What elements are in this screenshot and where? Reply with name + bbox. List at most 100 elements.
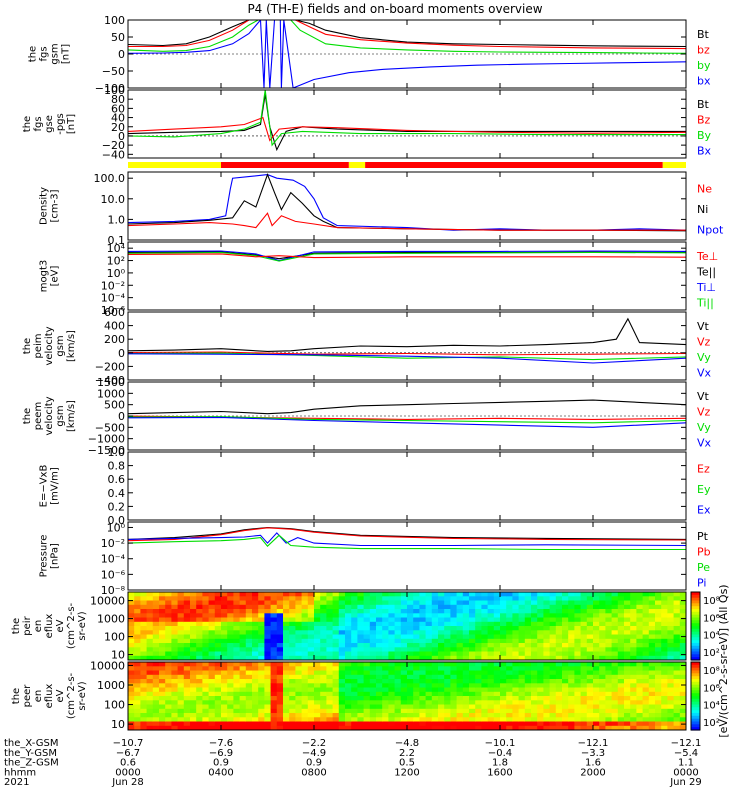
y-tick-label: 10.0 <box>101 193 126 206</box>
legend-entry: Pe <box>697 561 710 574</box>
colorbar-cell <box>691 609 700 613</box>
legend-entry: Te|| <box>696 265 716 278</box>
series-group <box>128 173 686 232</box>
y-axis-label: mogt3 <box>39 260 50 293</box>
y-axis-label: [km/s] <box>66 330 77 362</box>
colorbar-cell <box>691 654 700 658</box>
panel-9: 10000 1000 100 10 the peer en eflux eV (cm^2-s-sr… <box>11 659 687 731</box>
x-axis-value: 0000 <box>115 767 140 778</box>
colorbar-tick-label: 10⁶ <box>703 683 720 694</box>
x-axis-value: 2000 <box>580 767 605 778</box>
x-axis-value: 0.9 <box>213 758 229 769</box>
panel-frame <box>127 451 687 521</box>
legend-entry: Ey <box>697 483 711 496</box>
series-line-2 <box>128 20 686 54</box>
colorbar-cell <box>691 594 700 599</box>
mode-segment <box>348 162 366 168</box>
colorbar-cell <box>691 701 700 706</box>
mode-bar <box>128 162 686 168</box>
y-tick-label: 1.0 <box>108 213 126 226</box>
colorbar-tick-label: 10⁴ <box>703 631 720 642</box>
y-axis-label: E=−VxB <box>39 465 50 508</box>
y-tick-label: 10⁻⁸ <box>101 584 126 597</box>
y-axis-label: Pressure <box>39 535 50 578</box>
colorbar-cell <box>691 645 700 650</box>
legend-entry: bx <box>697 74 711 87</box>
x-axis-value: −12.1 <box>671 738 702 749</box>
legend-entry: Bx <box>697 144 712 157</box>
series-line-2 <box>128 212 686 231</box>
y-axis-label: the <box>22 408 33 424</box>
y-tick-label: −500 <box>95 421 125 434</box>
x-axis-value: −12.1 <box>578 738 609 749</box>
series-line-1 <box>128 250 686 262</box>
y-tick-label: 100 <box>104 84 125 97</box>
x-axis-value: 1.6 <box>585 758 601 769</box>
x-axis-value: 1.8 <box>492 758 508 769</box>
y-axis-label: eV <box>55 689 66 702</box>
colorbar-cell <box>691 727 700 731</box>
colorbar-cell <box>691 707 700 711</box>
series-line-1 <box>128 351 686 356</box>
legend-entry: bz <box>697 43 710 56</box>
colorbar-cell <box>691 687 700 691</box>
y-axis-label: the <box>22 338 33 354</box>
x-axis-value: −2.2 <box>302 738 326 749</box>
y-tick-label: −200 <box>95 360 125 373</box>
panel-frame <box>127 89 687 159</box>
series-line-3 <box>128 416 686 428</box>
colorbar-cell <box>691 713 700 717</box>
colorbar-cell <box>691 648 700 653</box>
y-tick-label: 10000 <box>90 659 125 672</box>
y-axis-label: [nT] <box>66 114 77 134</box>
x-axis-row-label: hhmm <box>4 767 36 778</box>
x-axis-value: −3.3 <box>581 748 605 759</box>
panel-frame <box>127 19 687 89</box>
y-axis-label: peim <box>33 333 44 358</box>
series-group <box>128 20 686 88</box>
y-tick-label: −1500 <box>88 444 125 457</box>
colorbar-cell <box>691 611 700 616</box>
colorbar-cell <box>691 698 700 703</box>
x-axis-value: 0.6 <box>120 758 136 769</box>
y-tick-label: 500 <box>104 399 125 412</box>
x-axis-value: −7.6 <box>209 738 233 749</box>
x-axis-value: Jun 28 <box>111 777 144 788</box>
y-tick-label: 50 <box>111 31 125 44</box>
y-tick-label: −20 <box>102 139 125 152</box>
legend-entry: Vz <box>697 405 711 418</box>
colorbar-1: 10⁸ 10⁶ 10⁴ 10² <box>690 661 720 731</box>
mode-segment <box>221 162 349 168</box>
y-axis-label: fgs <box>33 116 44 131</box>
y-axis-label: gsm <box>55 335 66 356</box>
y-tick-label: 10⁰ <box>107 267 126 280</box>
colorbar-cell <box>691 631 700 636</box>
legend-entry: Pi <box>697 576 706 589</box>
panel-2: 100.0 10.0 1.0 0.1 Density [cm-3] Ne Ni Npot <box>39 171 724 247</box>
y-axis-label: velocity <box>44 396 55 435</box>
colorbar-cell <box>691 664 700 669</box>
colorbar-cell <box>691 606 700 610</box>
series-line-3 <box>128 353 686 364</box>
panel-frame <box>127 311 687 381</box>
y-axis-label: velocity <box>44 326 55 365</box>
colorbar-cell <box>691 721 700 725</box>
legend-entry: Vz <box>697 335 711 348</box>
x-axis-value: −6.7 <box>116 748 140 759</box>
legend-entry: Npot <box>697 224 724 237</box>
colorbar-cell <box>691 651 700 655</box>
colorbar-tick-label: 10⁶ <box>703 613 720 624</box>
colorbar-cell <box>691 724 700 728</box>
colorbar-cell <box>691 667 700 672</box>
x-axis-row-label: the_Y-GSM <box>4 748 57 759</box>
y-axis-label: sr-eV) <box>77 611 88 640</box>
y-axis-label: [km/s] <box>66 400 77 432</box>
colorbar-cell <box>691 614 700 619</box>
y-tick-label: 0.4 <box>108 487 126 500</box>
x-axis-row-label: 2021 <box>4 777 29 788</box>
legend-entry: Vt <box>697 390 710 403</box>
x-axis-row-label: the_X-GSM <box>4 738 58 749</box>
colorbar-cell <box>691 710 700 714</box>
colorbar-frame <box>690 591 701 661</box>
